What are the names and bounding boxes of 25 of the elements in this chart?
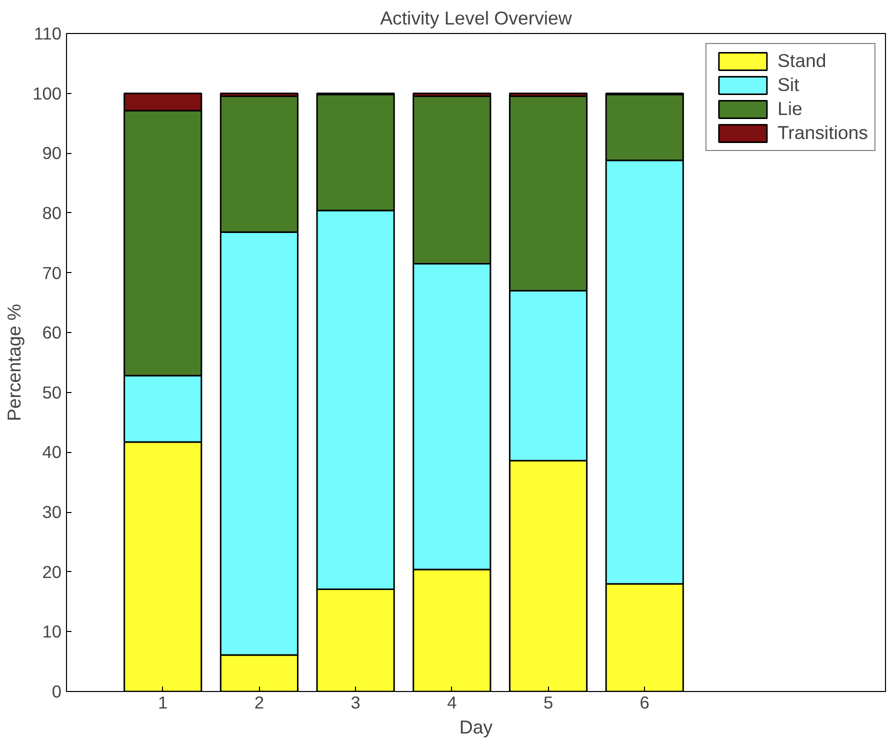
x-axis-title: Day [459, 716, 494, 738]
legend-label: Stand [777, 50, 826, 72]
y-tick-label: 110 [34, 24, 62, 44]
legend-label: Transitions [777, 122, 868, 144]
y-tick-label: 10 [42, 622, 62, 642]
x-tick-label: 3 [350, 692, 360, 712]
y-tick-label: 20 [42, 562, 62, 582]
x-tick-label: 1 [158, 692, 168, 712]
chart-title: Activity Level Overview [380, 8, 572, 28]
x-tick-label: 4 [447, 692, 458, 712]
y-tick-label: 40 [42, 442, 62, 462]
legend-label: Lie [777, 98, 802, 120]
y-tick-label: 30 [42, 502, 62, 522]
y-tick-label: 100 [32, 83, 62, 104]
y-tick-label: 70 [42, 262, 62, 283]
x-tick-label: 5 [543, 692, 554, 712]
y-tick-label: 60 [42, 322, 62, 343]
x-tick-label: 6 [640, 692, 650, 712]
x-tick-label: 2 [254, 692, 264, 712]
y-axis-title: Percentage % [4, 304, 25, 422]
legend-label: Sit [777, 74, 800, 96]
y-tick-label: 80 [42, 202, 62, 223]
y-tick-label: 0 [52, 682, 62, 702]
y-tick-label: 90 [42, 143, 62, 164]
y-tick-label: 50 [42, 382, 62, 402]
